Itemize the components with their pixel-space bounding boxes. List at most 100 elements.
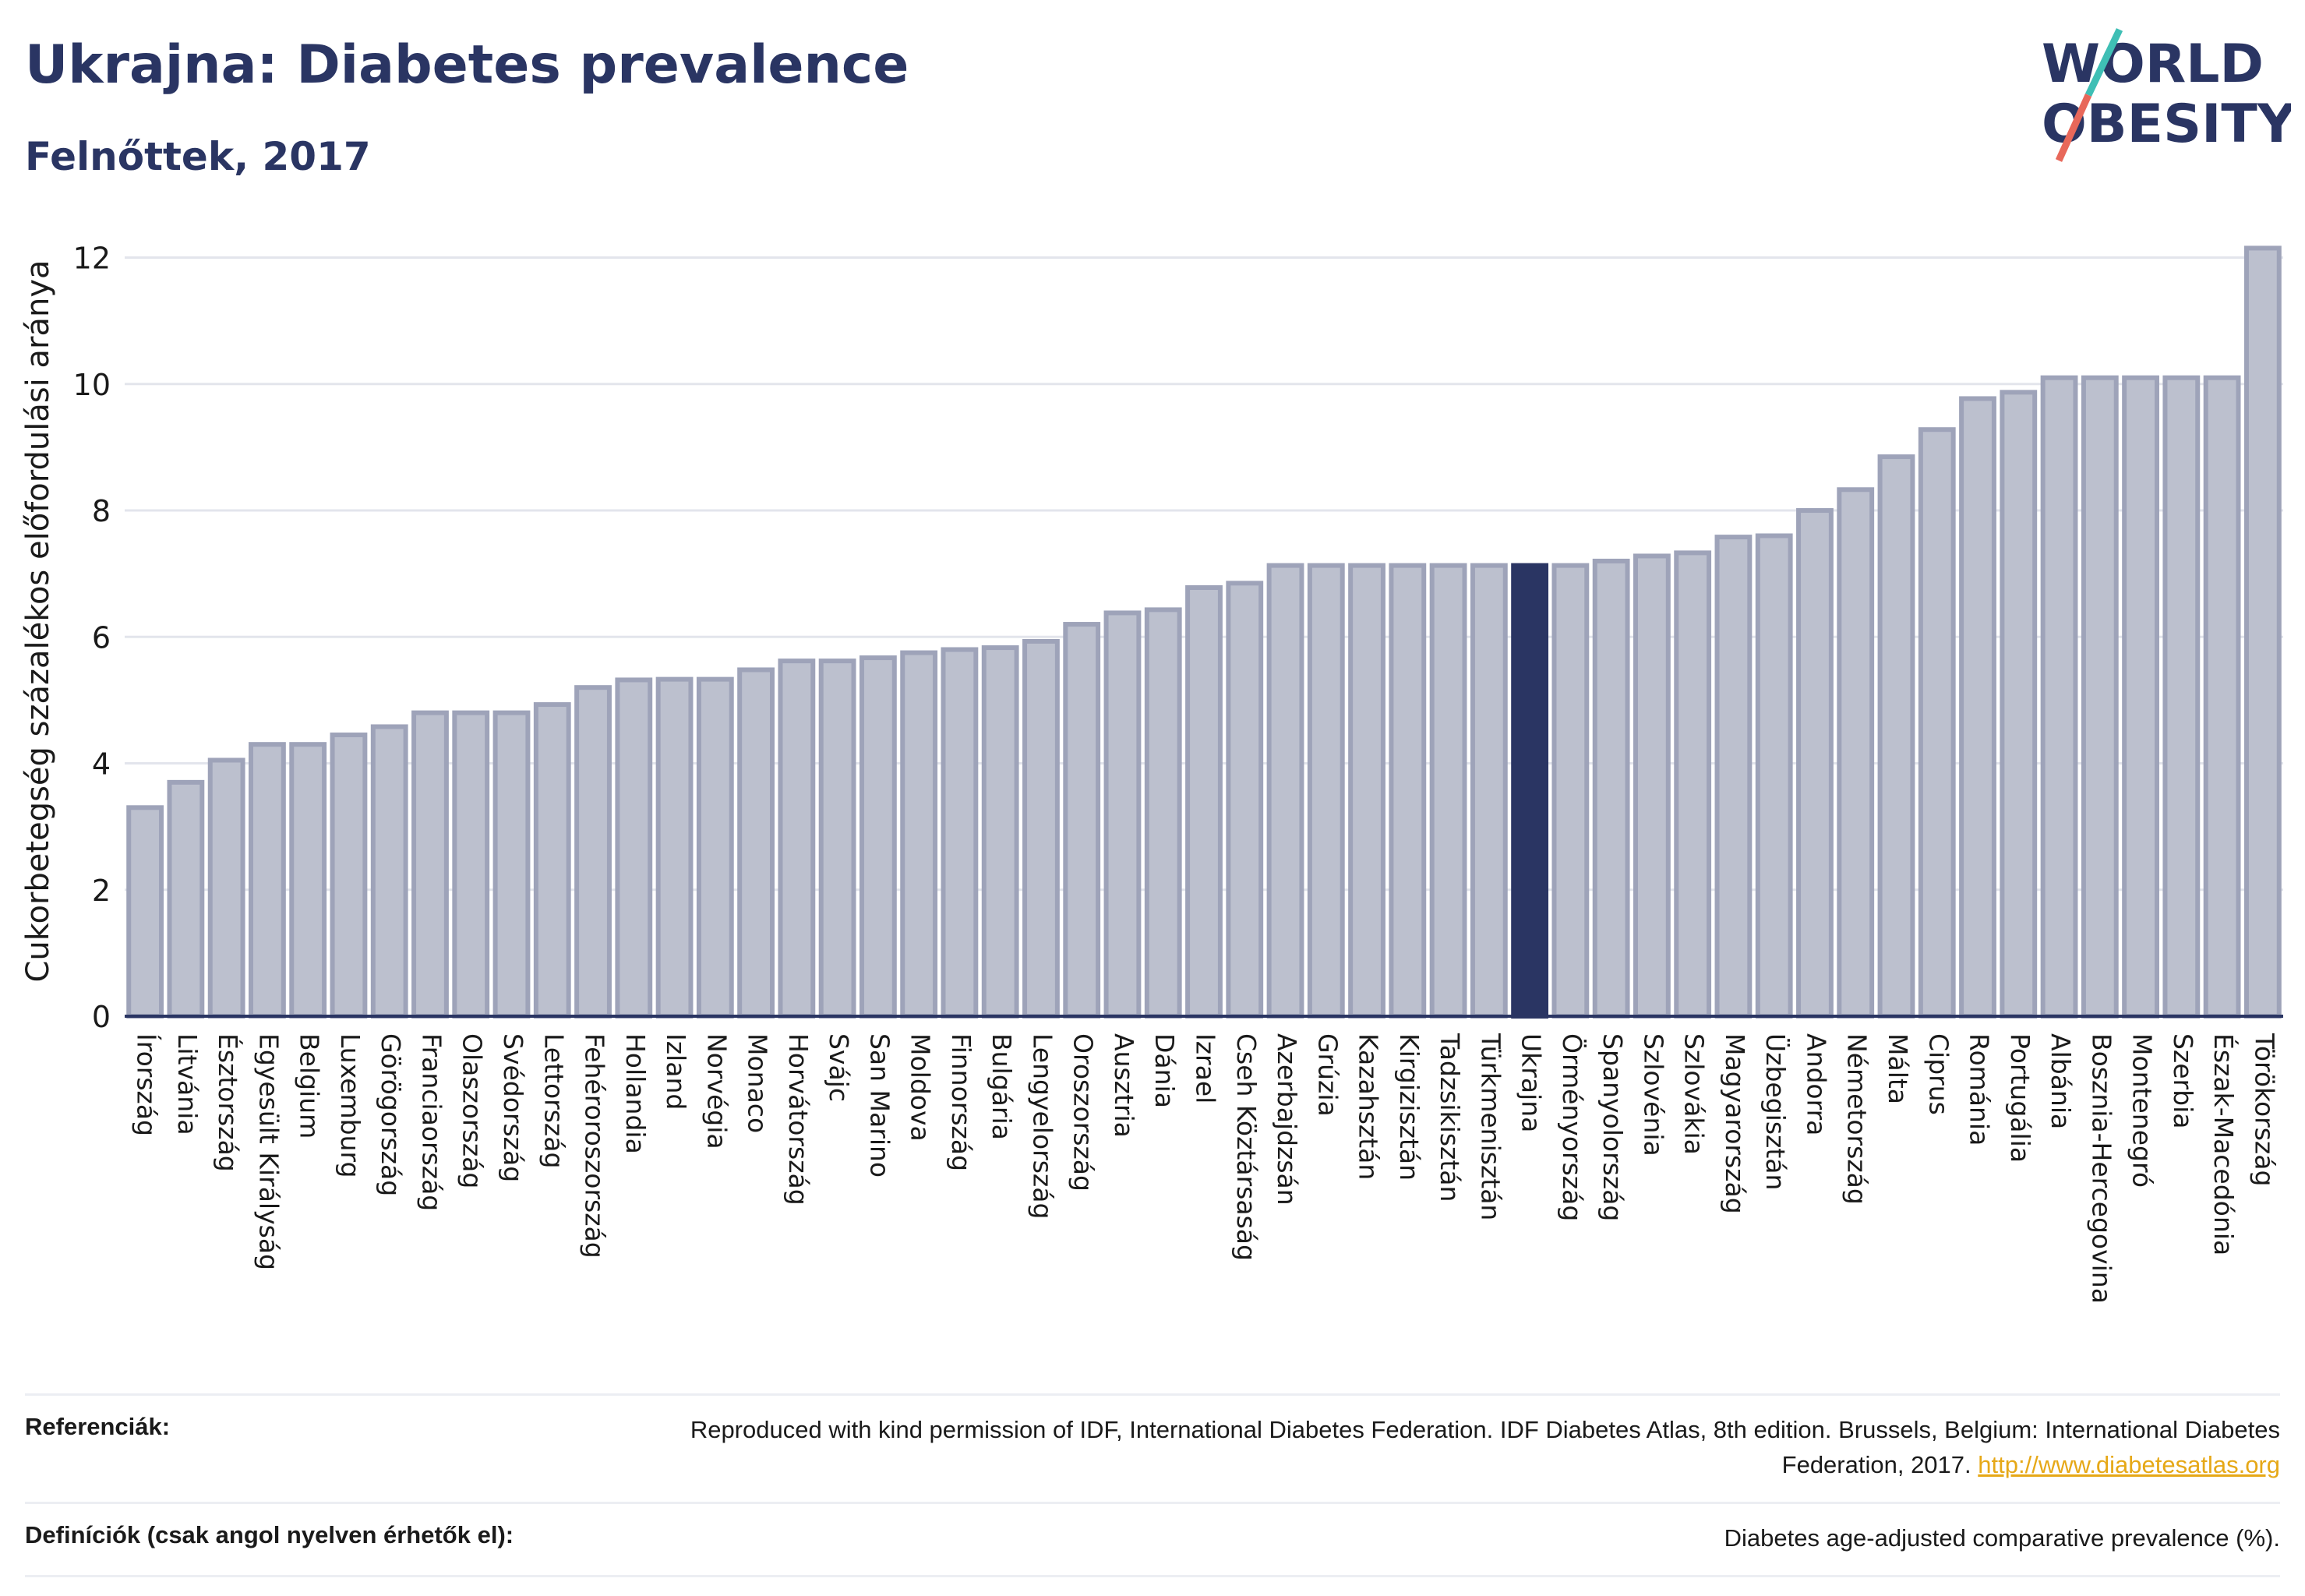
bar <box>207 757 245 1019</box>
bar <box>1429 563 1467 1019</box>
logo-slash-teal <box>2084 28 2123 97</box>
bar <box>1022 638 1060 1019</box>
references-link[interactable]: http://www.diabetesatlas.org <box>1978 1450 2280 1478</box>
x-tick-label: Dánia <box>1149 1033 1180 1108</box>
x-tick-label: Ausztria <box>1109 1033 1139 1138</box>
x-tick-label: Fehéroroszország <box>580 1033 610 1259</box>
x-tick-label: San Marino <box>864 1033 895 1178</box>
bar <box>1103 610 1142 1019</box>
y-tick-label: 8 <box>92 494 111 528</box>
references-label: Referenciák: <box>25 1413 171 1440</box>
bar <box>1348 563 1385 1019</box>
footer: Referenciák: Reproduced with kind permis… <box>25 1393 2280 1577</box>
x-tick-label: Norvégia <box>701 1033 732 1149</box>
bar <box>289 742 327 1019</box>
page-subtitle: Felnőttek, 2017 <box>25 134 371 179</box>
x-tick-label: Észak-Macedónia <box>2208 1033 2240 1255</box>
bar <box>1918 427 1956 1019</box>
bar <box>1144 607 1182 1019</box>
x-tick-label: Szlovénia <box>1638 1033 1668 1156</box>
x-tick-label: Izrael <box>1191 1033 1221 1103</box>
x-tick-label: Örményország <box>1557 1033 1588 1221</box>
world-obesity-logo[interactable]: WORLD OBESITY <box>2026 23 2291 171</box>
y-tick-label: 6 <box>92 620 111 655</box>
x-tick-label: Cseh Köztársaság <box>1231 1033 1262 1261</box>
x-tick-label: Türkmenisztán <box>1475 1033 1505 1220</box>
bar <box>1592 558 1630 1019</box>
x-tick-label: Üzbegisztán <box>1760 1033 1791 1190</box>
bar <box>941 647 979 1019</box>
bar <box>1185 585 1223 1019</box>
references-text: Reproduced with kind permission of IDF, … <box>690 1416 2280 1478</box>
bar <box>1470 563 1508 1019</box>
bars <box>126 245 2282 1019</box>
bar <box>126 805 164 1019</box>
x-tick-label: Bosznia-Hercegovina <box>2086 1033 2116 1304</box>
x-tick-label: Litvánia <box>172 1033 203 1135</box>
x-tick-label: Írország <box>132 1033 163 1136</box>
bar <box>452 710 490 1019</box>
bar <box>1307 563 1345 1019</box>
x-tick-label: Észtország <box>213 1033 244 1172</box>
x-tick-label: Izland <box>661 1033 691 1110</box>
page-title: Ukrajna: Diabetes prevalence <box>25 34 909 96</box>
bar <box>1226 581 1264 1019</box>
bar <box>981 645 1019 1019</box>
x-tick-label: Törökország <box>2249 1033 2279 1186</box>
bar <box>1633 553 1671 1019</box>
x-tick-label: Franciaország <box>416 1033 447 1211</box>
x-tick-label: Málta <box>1883 1033 1913 1104</box>
bar <box>1674 550 1712 1019</box>
x-tick-label: Finnország <box>946 1033 976 1171</box>
bar <box>2203 375 2241 1019</box>
y-tick-label: 4 <box>92 747 111 782</box>
x-tick-label: Egyesült Királyság <box>253 1033 284 1270</box>
bar <box>859 655 897 1019</box>
x-tick-label: Tadzsikisztán <box>1435 1033 1465 1202</box>
bar <box>2081 375 2119 1019</box>
x-tick-label: Montenegró <box>2127 1033 2158 1188</box>
bar <box>1266 563 1304 1019</box>
bar <box>2162 375 2201 1019</box>
references-row: Referenciák: Reproduced with kind permis… <box>25 1393 2280 1502</box>
bar <box>1063 622 1101 1019</box>
x-tick-label: Lengyelország <box>1027 1033 1057 1219</box>
x-tick-label: Szlovákia <box>1679 1033 1710 1155</box>
bar <box>900 650 938 1019</box>
bar <box>2000 390 2038 1019</box>
x-tick-label: Németország <box>1842 1033 1873 1205</box>
x-tick-label: Magyarország <box>1720 1033 1750 1214</box>
x-tick-label: Kazahsztán <box>1354 1033 1384 1180</box>
bar <box>1959 396 1996 1019</box>
bar <box>533 702 571 1019</box>
y-tick-label: 12 <box>73 242 111 276</box>
x-tick-label: Luxemburg <box>335 1033 365 1178</box>
bar <box>615 677 653 1019</box>
x-tick-label: Ciprus <box>1923 1033 1954 1115</box>
bar <box>655 676 694 1019</box>
x-tick-label: Horvátország <box>783 1033 814 1206</box>
y-tick-label: 0 <box>92 1000 111 1034</box>
bar <box>330 733 368 1019</box>
x-tick-label: Azerbajdzsán <box>1272 1033 1302 1206</box>
bar <box>696 676 734 1019</box>
x-tick-label: Lettország <box>538 1033 569 1168</box>
x-tick-label: Kirgizisztán <box>1394 1033 1424 1181</box>
bar <box>492 710 531 1019</box>
bar <box>2243 245 2282 1019</box>
x-axis-labels: Írország Litvánia Észtország Egyesült Királ… <box>132 1033 2280 1304</box>
bar <box>1837 487 1875 1019</box>
definitions-row: Definíciók (csak angol nyelven érhetők e… <box>25 1501 2280 1577</box>
bar <box>2122 375 2159 1019</box>
bar <box>249 742 286 1019</box>
bar <box>574 685 612 1019</box>
definitions-label: Definíciók (csak angol nyelven érhetők e… <box>25 1520 514 1548</box>
x-tick-label: Görögország <box>376 1033 406 1196</box>
bar-chart: 0 2 4 6 8 10 12 Írország Litvánia Észtország Egye… <box>20 242 2283 1304</box>
logo-word-world: WORLD <box>2042 34 2264 95</box>
x-tick-label: Belgium <box>295 1033 325 1139</box>
y-tick-label: 10 <box>73 368 111 402</box>
bar <box>2040 375 2078 1019</box>
bar <box>778 659 816 1019</box>
bar <box>1877 454 1915 1019</box>
